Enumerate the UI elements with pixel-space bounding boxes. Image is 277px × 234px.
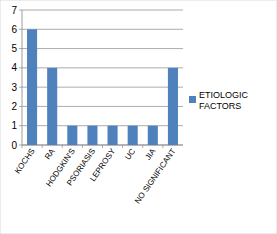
- x-tick-label: KOCHS: [13, 147, 37, 175]
- bar: [168, 68, 178, 145]
- y-tick-label: 1: [11, 120, 17, 131]
- grid-line: [22, 67, 183, 68]
- x-tick-label: LEPROSY: [88, 146, 117, 183]
- tick-mark: [19, 106, 22, 107]
- chart-container: 01234567KOCHSRAHODGKIN'SPSORIASISLEPROSY…: [0, 0, 277, 234]
- legend-label-line: FACTORS: [199, 101, 241, 111]
- y-tick-label: 2: [11, 101, 17, 112]
- legend: ETIOLOGICFACTORS: [189, 90, 249, 111]
- y-tick-label: 7: [11, 5, 17, 16]
- tick-mark: [19, 87, 22, 88]
- bar: [47, 68, 57, 145]
- bar: [108, 126, 118, 145]
- y-tick-label: 3: [11, 82, 17, 93]
- grid-line: [22, 29, 183, 30]
- x-tick-label: UC: [123, 147, 137, 162]
- bars: [27, 29, 178, 145]
- y-tick-label: 5: [11, 43, 17, 54]
- x-tick-label: JIA: [143, 146, 157, 161]
- grid-line: [22, 106, 183, 107]
- bar: [67, 126, 77, 145]
- tick-mark: [19, 125, 22, 126]
- x-tick: [102, 145, 103, 148]
- x-tick: [82, 145, 83, 148]
- y-tick-label: 4: [11, 62, 17, 73]
- legend-label-line: ETIOLOGIC: [199, 90, 249, 100]
- x-tick: [122, 145, 123, 148]
- x-tick: [22, 145, 23, 148]
- tick-mark: [19, 29, 22, 30]
- x-tick: [62, 145, 63, 148]
- tick-mark: [19, 10, 22, 11]
- y-tick-label: 0: [11, 140, 17, 151]
- grid-line: [22, 87, 183, 88]
- background: [0, 0, 277, 234]
- tick-mark: [19, 48, 22, 49]
- bar: [87, 126, 97, 145]
- grid-line: [22, 125, 183, 126]
- grid-line: [22, 48, 183, 49]
- bar: [148, 126, 158, 145]
- bar: [128, 126, 138, 145]
- y-tick-label: 6: [11, 24, 17, 35]
- chart-svg: 01234567KOCHSRAHODGKIN'SPSORIASISLEPROSY…: [0, 0, 277, 234]
- legend-label: ETIOLOGICFACTORS: [199, 90, 249, 111]
- x-tick-label: RA: [43, 146, 57, 161]
- y-axis: [22, 10, 23, 145]
- x-tick: [142, 145, 143, 148]
- tick-mark: [19, 145, 22, 146]
- grid-line: [22, 10, 183, 11]
- x-tick: [42, 145, 43, 148]
- bar: [27, 29, 37, 145]
- tick-mark: [19, 67, 22, 68]
- x-tick-label: NO SIGNIFICANT: [133, 147, 178, 205]
- x-tick: [162, 145, 163, 148]
- legend-swatch: [189, 96, 196, 103]
